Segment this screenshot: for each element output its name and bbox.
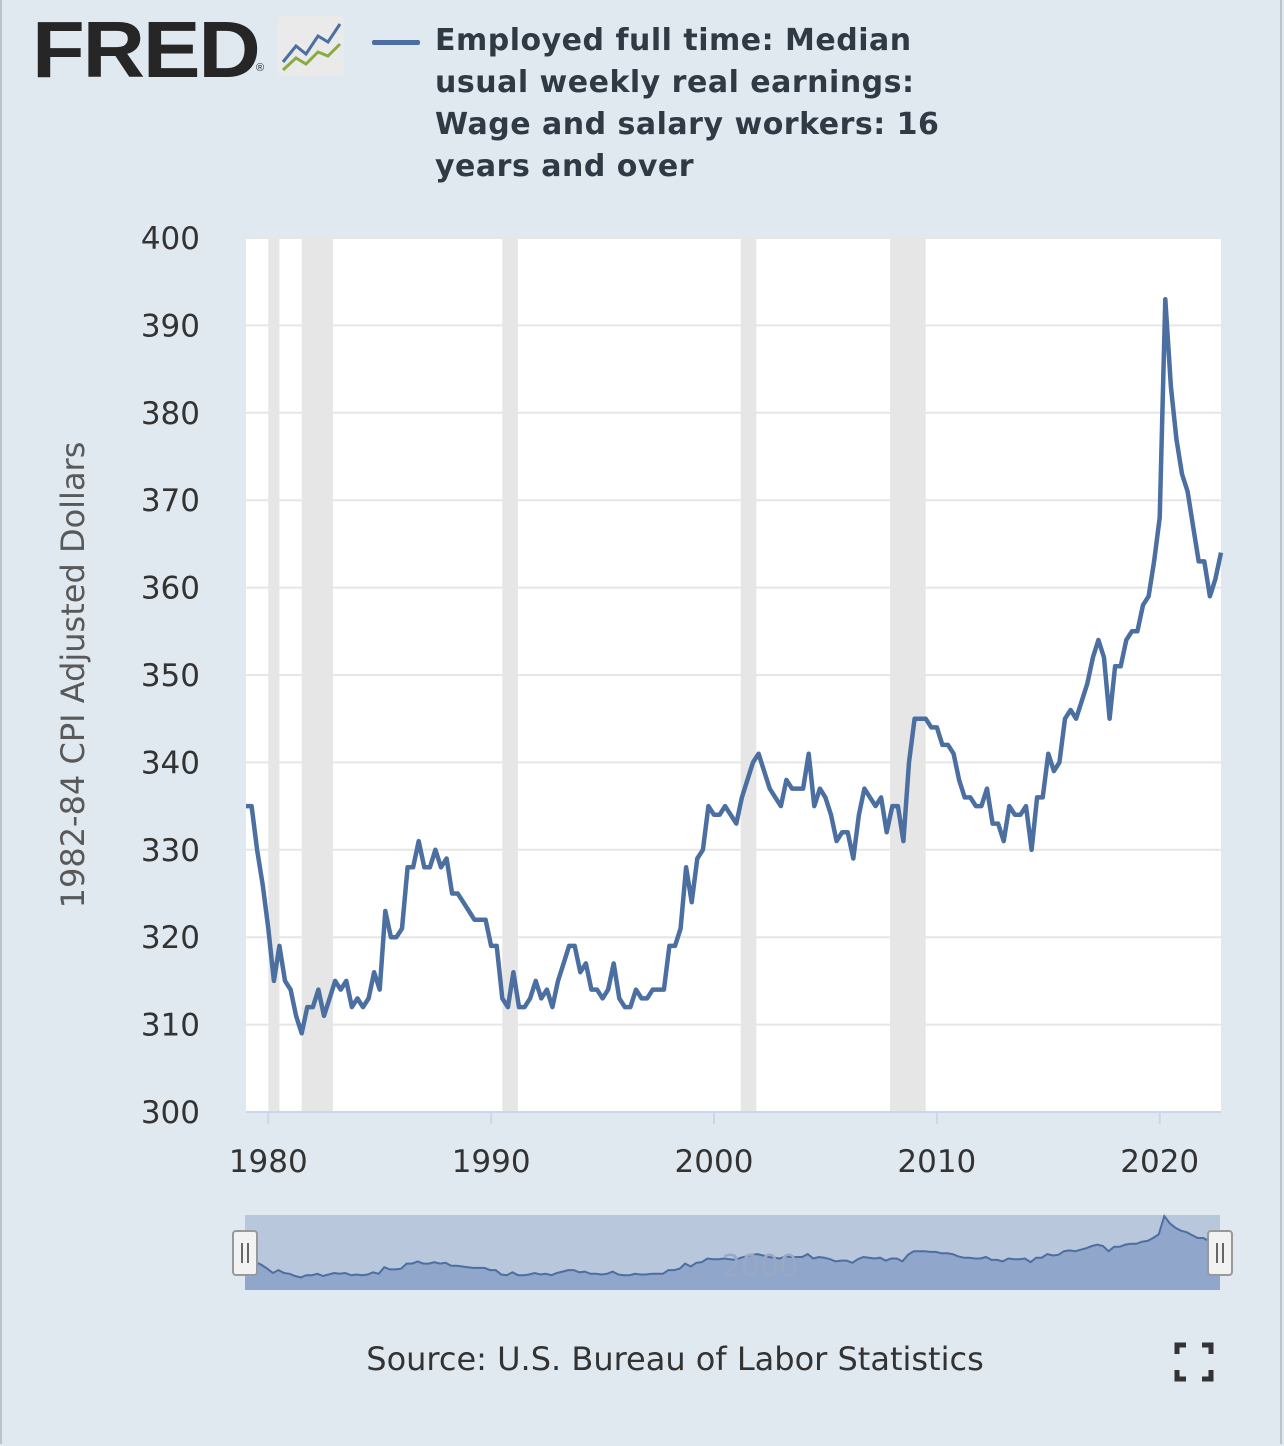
- y-tick-label: 320: [141, 920, 200, 956]
- y-tick-label: 340: [141, 745, 200, 781]
- y-tick-label: 300: [141, 1095, 200, 1131]
- source-note: Source: U.S. Bureau of Labor Statistics: [366, 1340, 984, 1378]
- navigator-area: [245, 1216, 1220, 1290]
- navigator-label: 2000: [722, 1249, 798, 1284]
- navigator-series: [245, 1213, 1221, 1279]
- y-tick-label: 310: [141, 1008, 200, 1044]
- y-tick-label: 350: [141, 658, 200, 694]
- fred-graph-icon: [278, 16, 344, 76]
- x-tick-label: 2010: [897, 1144, 976, 1180]
- y-tick-label: 390: [141, 308, 200, 344]
- x-tick-label: 1990: [452, 1144, 531, 1180]
- navigator-left-handle[interactable]: [232, 1230, 258, 1276]
- y-tick-label: 400: [141, 221, 200, 257]
- y-tick-label: 360: [141, 571, 200, 607]
- y-tick-label: 330: [141, 833, 200, 869]
- x-tick-label: 2020: [1120, 1144, 1199, 1180]
- x-tick-label: 1980: [229, 1144, 308, 1180]
- handle-body: [232, 1230, 258, 1276]
- fred-logo[interactable]: FRED: [32, 5, 261, 94]
- fullscreen-icon[interactable]: [1174, 1342, 1214, 1382]
- line-chart: 300 310 320 330 340 350 360 370 380 390 400 1980 199…: [141, 221, 1233, 1290]
- legend-label: Employed full time: Median usual weekly …: [435, 23, 940, 184]
- legend-swatch: [372, 40, 420, 45]
- series-line: [246, 296, 1224, 1036]
- y-tick-label: 380: [141, 396, 200, 432]
- navigator-right-handle[interactable]: [1207, 1230, 1233, 1276]
- handle-body: [1207, 1230, 1233, 1276]
- registered-mark: ®: [256, 62, 265, 74]
- x-tick-label: 2000: [675, 1144, 754, 1180]
- y-tick-label: 370: [141, 483, 200, 519]
